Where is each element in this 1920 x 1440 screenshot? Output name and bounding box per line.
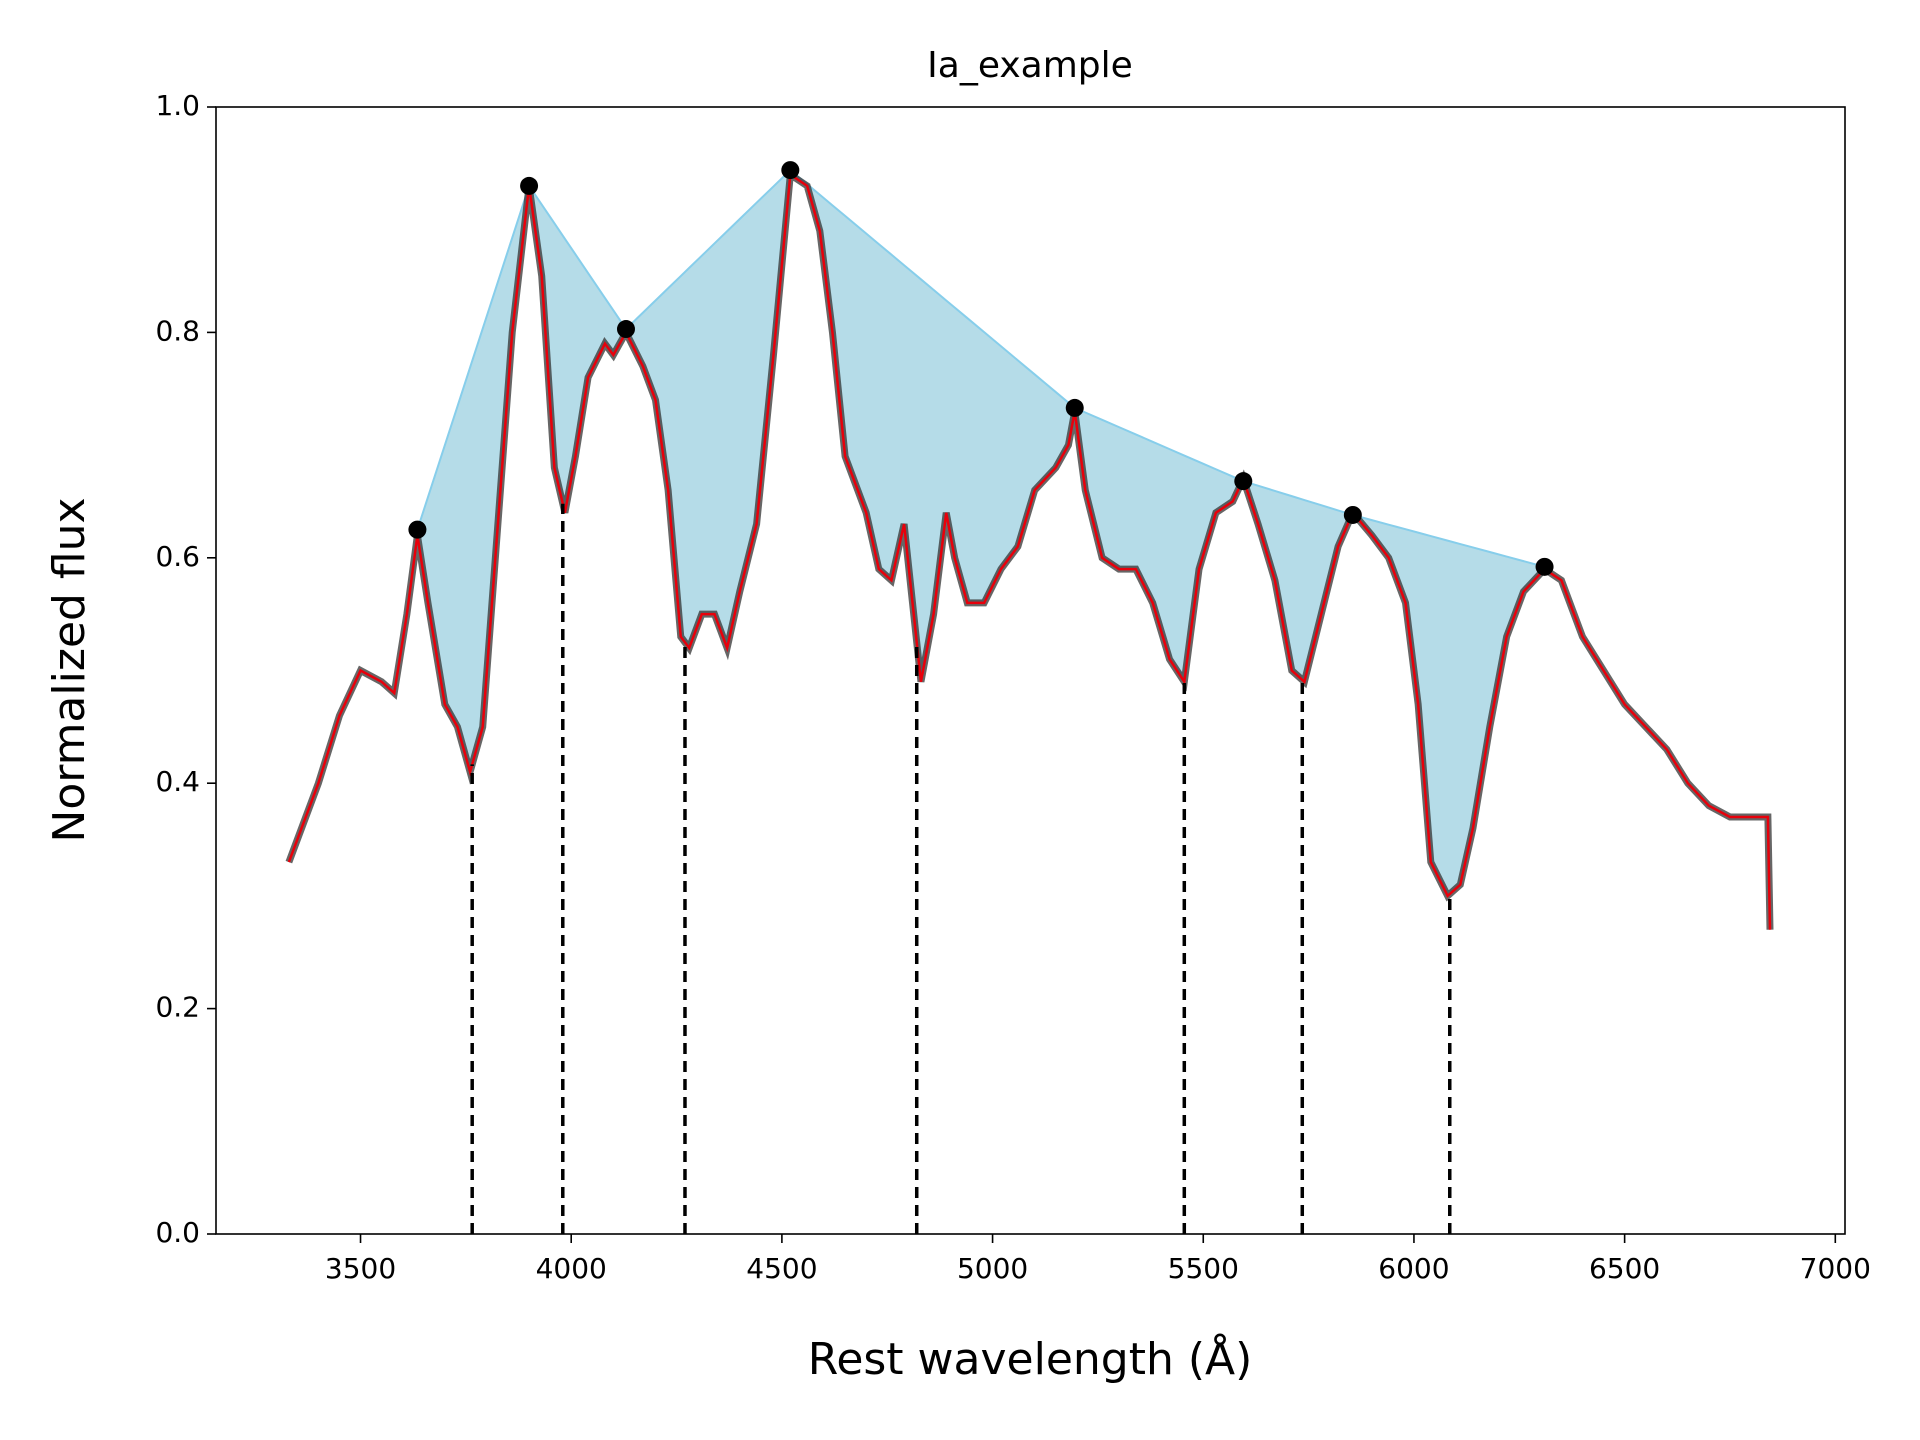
x-tick-label: 6500 <box>1589 1252 1660 1285</box>
y-tick-label: 1.0 <box>155 89 200 122</box>
y-tick-label: 0.4 <box>155 765 200 798</box>
y-tick-label: 0.0 <box>155 1216 200 1249</box>
x-tick-label: 5000 <box>957 1252 1028 1285</box>
x-tick-label: 6000 <box>1378 1252 1449 1285</box>
y-tick-label: 0.6 <box>155 540 200 573</box>
x-tick-label: 4000 <box>536 1252 607 1285</box>
absorption-fill <box>417 170 1545 896</box>
x-tick-label: 3500 <box>325 1252 396 1285</box>
peak-point <box>408 520 427 539</box>
spectrum-line <box>287 172 1772 930</box>
peak-point <box>616 320 635 339</box>
peak-point <box>1535 557 1554 576</box>
envelope <box>416 168 1545 568</box>
y-tick-label: 0.8 <box>155 314 200 347</box>
peak-point <box>781 161 800 180</box>
chart-title: Ia_example <box>927 45 1133 86</box>
y-tick-label: 0.2 <box>155 991 200 1024</box>
peak-point <box>1065 398 1084 417</box>
x-axis-label: Rest wavelength (Å) <box>808 1332 1253 1385</box>
plot-frame <box>215 106 1846 1235</box>
peak-point <box>1343 505 1362 524</box>
x-tick-label: 4500 <box>746 1252 817 1285</box>
y-axis-label: Normalized flux <box>44 497 95 842</box>
peak-point <box>520 176 539 195</box>
x-tick-label: 7000 <box>1800 1252 1871 1285</box>
peak-point <box>1234 472 1253 491</box>
x-tick-label: 5500 <box>1168 1252 1239 1285</box>
